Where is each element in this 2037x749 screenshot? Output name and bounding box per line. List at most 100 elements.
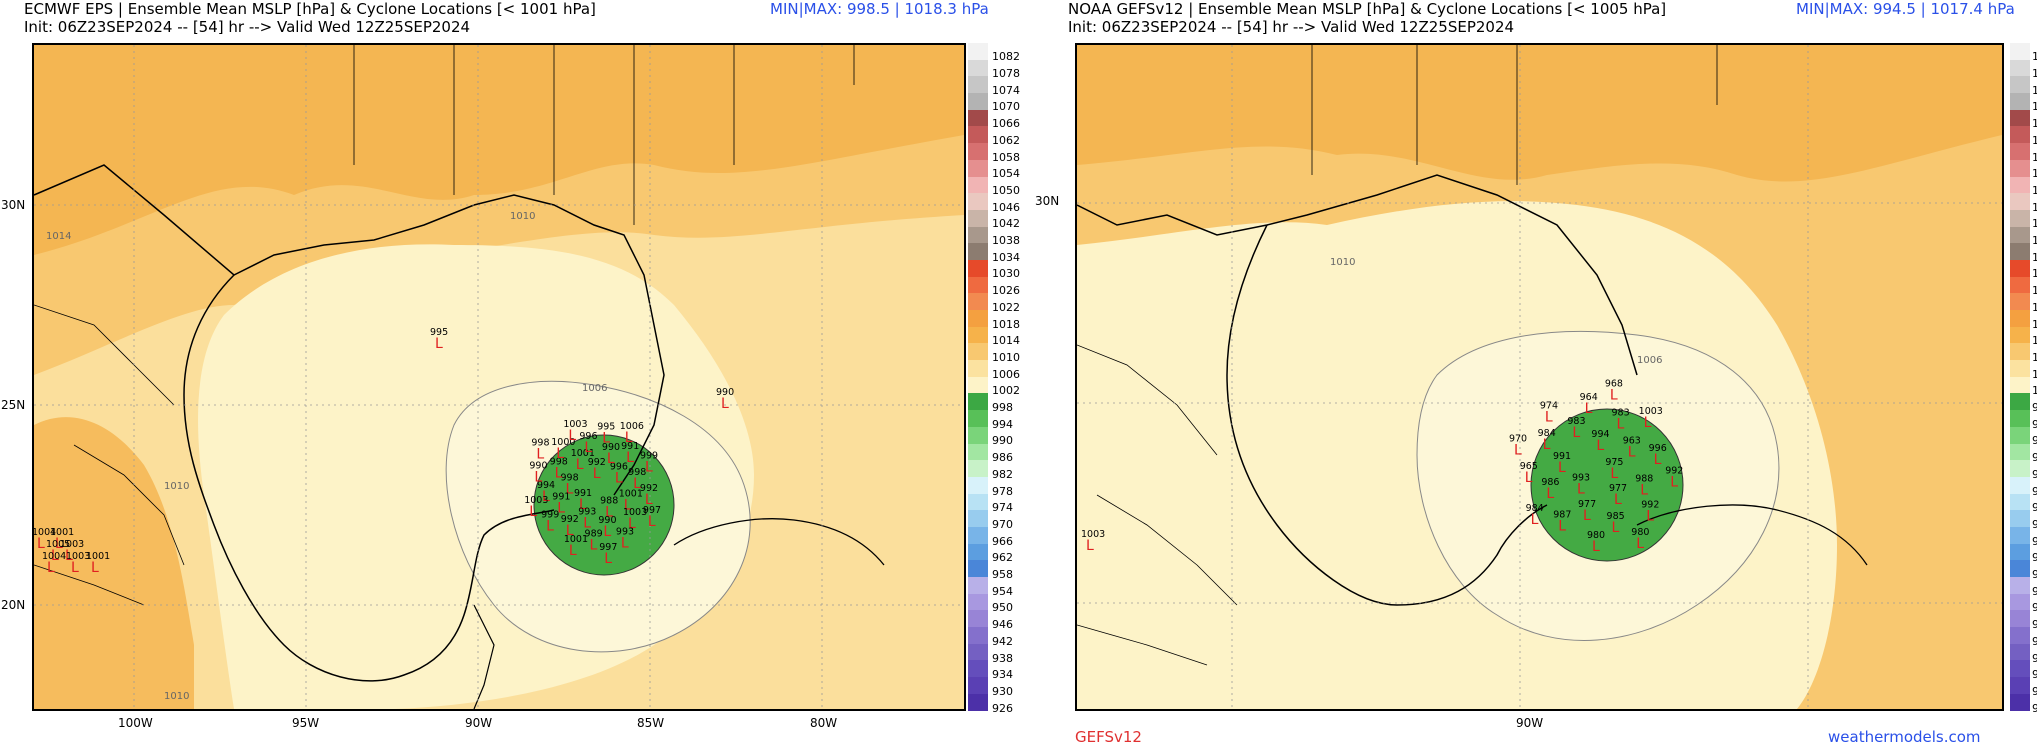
colorbar-label: 1054	[2032, 167, 2037, 181]
colorbar-label: 938	[992, 651, 1013, 665]
colorbar-swatch	[2010, 476, 2030, 494]
lat-label: 30N	[1, 198, 26, 212]
cyclone-pressure-label: 963	[1623, 435, 1641, 446]
cyclone-pressure-label: 974	[1540, 400, 1558, 411]
colorbar-swatch	[2010, 159, 2030, 177]
lon-label: 100W	[118, 716, 153, 730]
cyclone-low-marker: L	[590, 538, 598, 554]
colorbar-swatch	[968, 526, 988, 544]
colorbar-label: 994	[2032, 417, 2037, 431]
colorbar-swatch	[2010, 526, 2030, 544]
colorbar-swatch	[968, 460, 988, 477]
cyclone-pressure-label: 1003	[1081, 529, 1105, 540]
cyclone-low-marker: L	[529, 504, 537, 520]
colorbar-swatch	[2010, 577, 2030, 594]
colorbar-label: 978	[992, 484, 1013, 498]
colorbar-swatch	[968, 310, 988, 327]
colorbar-label: 1058	[992, 150, 1020, 164]
gefs-init-line: Init: 06Z23SEP2024 -- [54] hr --> Valid …	[1068, 18, 1515, 36]
colorbar-swatch	[968, 660, 988, 678]
cyclone-low-marker: L	[1514, 443, 1522, 459]
cyclone-low-marker: L	[593, 466, 601, 482]
colorbar-swatch	[2010, 326, 2030, 344]
colorbar-label: 982	[2032, 467, 2037, 481]
colorbar-swatch	[968, 109, 988, 127]
colorbar-label: 1042	[2032, 217, 2037, 231]
cyclone-pressure-label: 993	[616, 527, 634, 538]
cyclone-low-marker: L	[1596, 438, 1604, 454]
cyclone-low-marker: L	[55, 536, 63, 552]
cyclone-pressure-label: 992	[588, 457, 606, 468]
ecmwf-title: ECMWF EPS | Ensemble Mean MSLP [hPa] & C…	[24, 0, 596, 18]
credit-link[interactable]: weathermodels.com	[1828, 728, 1981, 746]
ecmwf-map-canvas: 1014 1010 1006 1010 1010 995L991L992L988…	[34, 45, 964, 709]
cyclone-pressure-label: 992	[561, 514, 579, 525]
colorbar-label: 1014	[992, 334, 1020, 348]
cyclone-low-marker: L	[626, 450, 634, 466]
ecmwf-map[interactable]: 1014 1010 1006 1010 1010 995 L 991 L 992 L 988…	[32, 43, 966, 711]
cyclone-low-marker: L	[1644, 415, 1652, 431]
colorbar-swatch	[968, 610, 988, 628]
colorbar-label: 1082	[992, 50, 1020, 64]
colorbar-swatch	[2010, 677, 2030, 694]
cyclone-pressure-label: 1003	[60, 539, 84, 550]
cyclone-low-marker: L	[1610, 466, 1618, 482]
cyclone-pressure-label: 977	[1578, 499, 1596, 510]
colorbar-swatch	[2010, 460, 2030, 477]
colorbar-swatch	[968, 159, 988, 177]
cyclone-pressure-label: 997	[643, 505, 661, 516]
isobar-label: 1006	[1637, 355, 1662, 366]
colorbar-swatch	[2010, 443, 2030, 461]
cyclone-pressure-label: 1004	[34, 527, 56, 538]
cyclone-low-marker: L	[51, 548, 59, 564]
colorbar-label: 1038	[2032, 234, 2037, 248]
colorbar-swatch	[2010, 109, 2030, 127]
lon-label: 85W	[637, 716, 665, 730]
cyclone-low-marker: L	[721, 396, 729, 412]
colorbar-swatch	[2010, 360, 2030, 377]
cyclone-pressure-label: 984	[1538, 428, 1556, 439]
colorbar-swatch	[968, 259, 988, 277]
cyclone-pressure-label: 987	[1553, 509, 1571, 520]
colorbar-swatch	[2010, 259, 2030, 277]
cyclone-pressure-label: 998	[550, 456, 568, 467]
cyclone-low-marker: L	[1614, 492, 1622, 508]
gefs-minmax: MIN|MAX: 994.5 | 1017.4 hPa	[1796, 0, 2015, 18]
colorbar-label: 958	[2032, 568, 2037, 582]
colorbar-swatch	[2010, 560, 2030, 577]
cyclone-low-marker: L	[1525, 470, 1533, 486]
colorbar-swatch	[2010, 293, 2030, 310]
isobar-label: 1010	[164, 691, 189, 702]
colorbar-swatch	[968, 93, 988, 110]
cyclone-low-marker: L	[1612, 520, 1620, 536]
colorbar-label: 1070	[2032, 100, 2037, 114]
cyclone-low-marker: L	[1583, 508, 1591, 524]
cyclone-pressure-label: 991	[574, 488, 592, 499]
colorbar-swatch	[2010, 143, 2030, 160]
colorbar-label: 1006	[2032, 367, 2037, 381]
cyclone-low-marker: L	[71, 560, 79, 576]
colorbar-swatch	[2010, 59, 2030, 77]
cyclone-pressure-label: 988	[600, 495, 618, 506]
lat-label: 20N	[1, 598, 26, 612]
colorbar-swatch	[968, 560, 988, 577]
colorbar-swatch	[968, 677, 988, 694]
colorbar-swatch	[968, 543, 988, 561]
cyclone-low-marker: L	[65, 548, 73, 564]
cyclone-low-marker: L	[1617, 417, 1625, 433]
colorbar-label: 1014	[2032, 334, 2037, 348]
colorbar-swatch	[2010, 343, 2030, 361]
cyclone-low-marker: L	[579, 497, 587, 513]
colorbar-label: 954	[2032, 584, 2037, 598]
cyclone-low-marker: L	[628, 516, 636, 532]
isobar-label: 1014	[46, 231, 71, 242]
colorbar-label: 1002	[2032, 384, 2037, 398]
cyclone-low-marker: L	[605, 504, 613, 520]
colorbar-label: 1026	[2032, 284, 2037, 298]
cyclone-low-marker: L	[1558, 518, 1566, 534]
colorbar-label: 998	[2032, 401, 2037, 415]
cyclone-pressure-label: 1001	[571, 448, 595, 459]
gefs-map[interactable]: 1010 1006 975 L 993 L 994 L 977 L 991 L 963 L 977 L 98…	[1075, 43, 2004, 711]
colorbar-swatch	[968, 76, 988, 94]
colorbar-swatch	[2010, 543, 2030, 561]
